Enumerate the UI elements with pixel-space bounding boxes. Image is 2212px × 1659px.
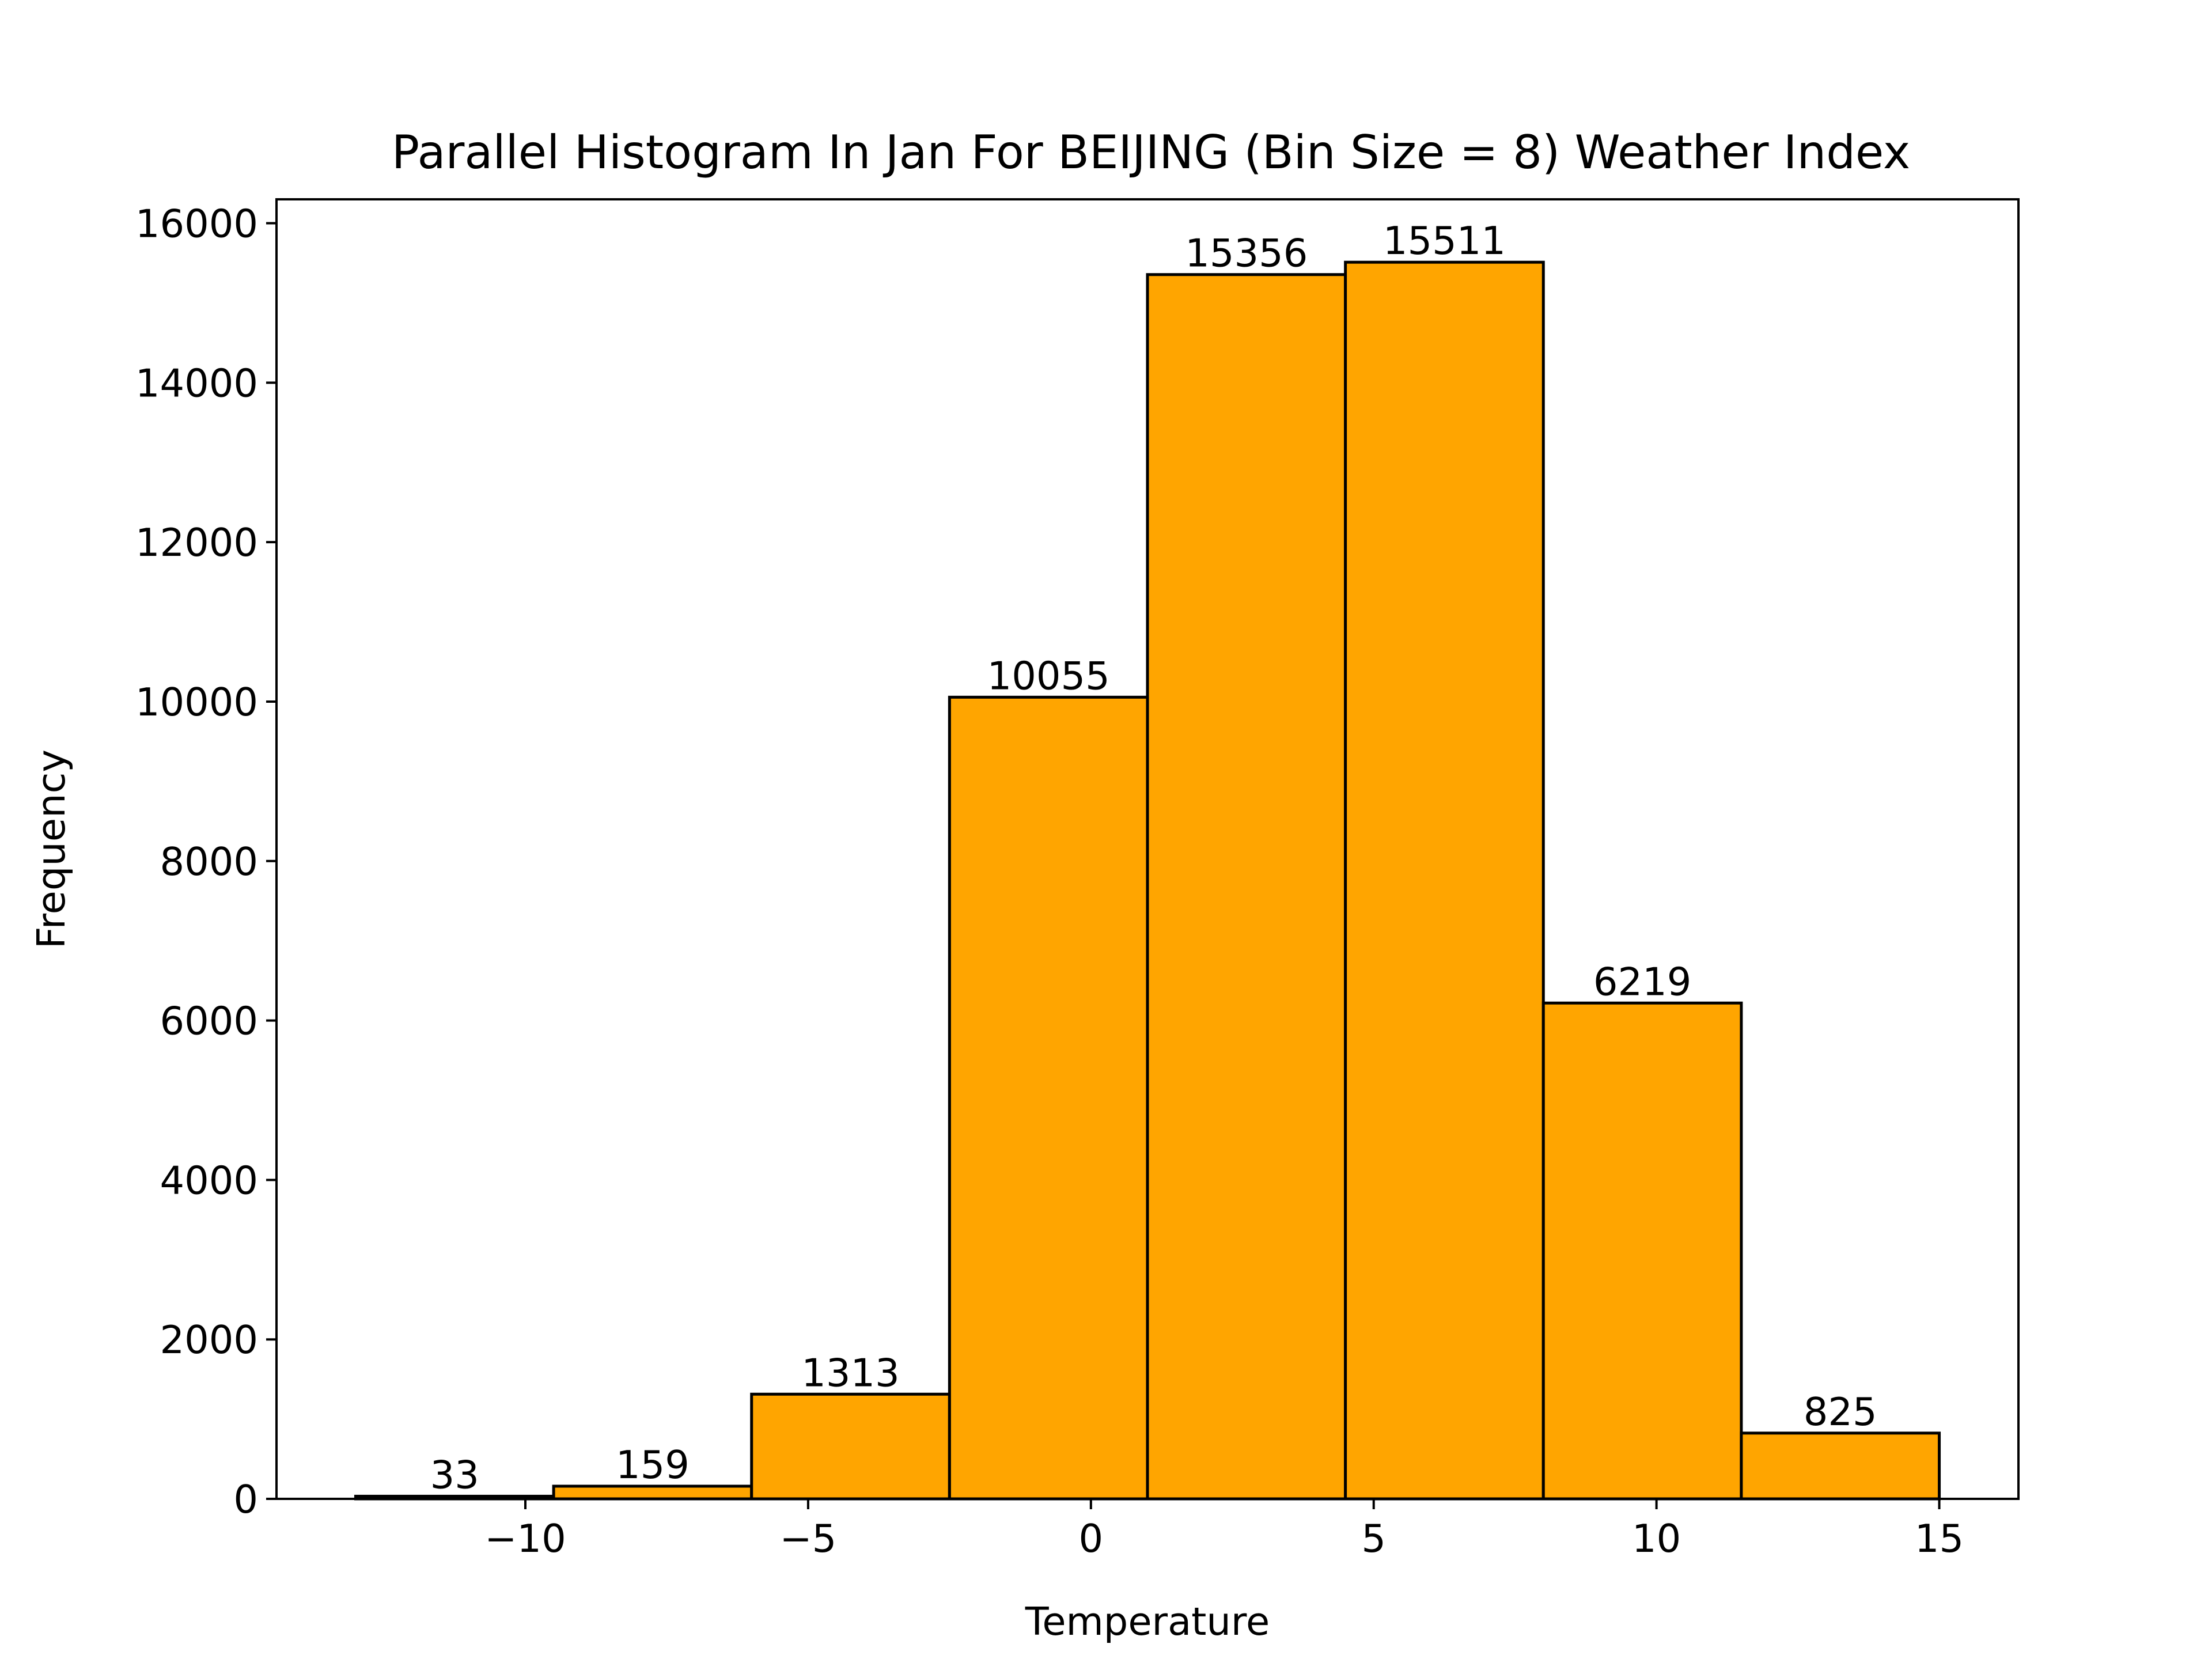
x-tick-label: 15 bbox=[1915, 1516, 1964, 1561]
y-tick-label: 6000 bbox=[160, 999, 258, 1044]
y-axis-label: Frequency bbox=[29, 749, 74, 949]
y-tick-label: 10000 bbox=[135, 680, 258, 725]
y-tick-label: 0 bbox=[233, 1477, 258, 1522]
bar-value-label: 15356 bbox=[1185, 231, 1308, 276]
bar-value-label: 15511 bbox=[1383, 218, 1506, 263]
bar-value-label: 825 bbox=[1804, 1389, 1877, 1434]
histogram-bar bbox=[1344, 260, 1545, 1501]
histogram-bar bbox=[1146, 273, 1347, 1501]
bar-labels-layer: 33 159 1313 10055 15356 15511 6219 825 bbox=[430, 218, 1877, 1497]
bar-value-label: 1313 bbox=[801, 1350, 900, 1395]
plot-frame bbox=[275, 198, 2020, 1500]
histogram-bar bbox=[948, 695, 1149, 1501]
x-tick-label: −10 bbox=[484, 1516, 566, 1561]
histogram-bar bbox=[750, 1392, 951, 1501]
histogram-bar bbox=[1541, 1001, 1743, 1501]
y-tick-label: 4000 bbox=[160, 1158, 258, 1203]
bar-value-label: 33 bbox=[430, 1452, 479, 1497]
y-tick-label: 16000 bbox=[135, 202, 258, 247]
y-tick-label: 12000 bbox=[135, 520, 258, 565]
x-tick-label: 5 bbox=[1361, 1516, 1386, 1561]
y-tick-label: 14000 bbox=[135, 361, 258, 406]
bar-value-label: 159 bbox=[616, 1442, 690, 1487]
chart-title: Parallel Histogram In Jan For BEIJING (B… bbox=[392, 126, 1910, 179]
histogram-bar bbox=[1740, 1431, 1941, 1501]
x-axis-ticks: −10 −5 0 5 10 15 bbox=[484, 1499, 1964, 1561]
bar-value-label: 10055 bbox=[987, 653, 1110, 698]
y-axis-ticks: 0 2000 4000 6000 8000 10000 12000 14000 16000 bbox=[135, 202, 276, 1522]
y-tick-label: 2000 bbox=[160, 1317, 258, 1362]
bar-value-label: 6219 bbox=[1593, 959, 1692, 1004]
x-tick-label: 10 bbox=[1632, 1516, 1681, 1561]
histogram-bar bbox=[552, 1484, 753, 1501]
x-tick-label: −5 bbox=[780, 1516, 837, 1561]
x-tick-label: 0 bbox=[1078, 1516, 1103, 1561]
x-axis-label: Temperature bbox=[1025, 1599, 1270, 1644]
bars-layer bbox=[354, 260, 1941, 1501]
y-tick-label: 8000 bbox=[160, 839, 258, 884]
